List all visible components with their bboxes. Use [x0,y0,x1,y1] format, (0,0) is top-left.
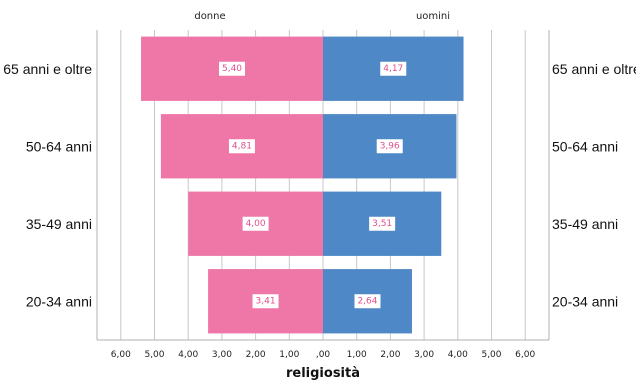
x-tick-label: 3,00 [212,350,232,360]
category-label-left: 20-34 anni [26,293,92,309]
data-label-box [380,61,407,76]
data-label-donne-0: 5,40 [219,61,246,76]
data-label-text: 4,00 [246,219,266,229]
data-label-uomini-0: 4,17 [380,61,407,76]
data-label-text: 3,41 [256,296,276,306]
data-label-box [354,294,381,309]
category-labels: 65 anni e oltre 65 anni e oltre 50-64 anni… [3,61,636,310]
data-label-uomini-1: 3,96 [376,139,403,154]
data-label-text: 4,81 [232,141,252,151]
x-tick-label: 6,00 [111,350,131,360]
bars [141,36,464,334]
data-label-text: 2,64 [357,296,377,306]
x-tick-label: 4,00 [178,350,198,360]
x-tick-label: 1,00 [279,350,299,360]
x-tick-label: 6,00 [515,350,535,360]
category-label-left: 65 anni e oltre [3,61,92,77]
x-tick-label: 4,00 [448,350,468,360]
data-label-box [242,216,269,231]
x-tick-label: 1,00 [347,350,367,360]
x-tick-label: 5,00 [481,350,501,360]
x-tick-labels: 6,00 5,00 4,00 3,00 2,00 1,00 ,00 1,00 2,00 3,00 4… [111,350,536,360]
data-label-box [252,294,279,309]
data-label-donne-3: 3,41 [252,294,279,309]
category-label-right: 35-49 anni [552,216,618,232]
category-label-right: 50-64 anni [552,138,618,154]
x-tick-label: 3,00 [414,350,434,360]
x-tick-label: 2,00 [246,350,266,360]
x-tick-label: 2,00 [380,350,400,360]
data-label-box [219,61,246,76]
data-label-box [376,139,403,154]
x-tick-label: 5,00 [144,350,164,360]
data-label-text: 3,51 [372,219,392,229]
data-label-box [369,216,396,231]
data-label-text: 4,17 [383,64,403,74]
category-label-left: 50-64 anni [26,138,92,154]
category-label-right: 65 anni e oltre [552,61,636,77]
category-label-right: 20-34 anni [552,293,618,309]
series-label-donne: donne [194,11,225,22]
data-label-uomini-3: 2,64 [354,294,381,309]
data-label-donne-2: 4,00 [242,216,269,231]
data-label-text: 3,96 [380,141,400,151]
data-label-box [228,139,255,154]
data-label-uomini-2: 3,51 [369,216,396,231]
data-labels: 5,40 4,81 4,00 3,41 4,17 3,96 3,51 2,64 [219,61,407,309]
data-label-text: 5,40 [222,64,242,74]
category-label-left: 35-49 anni [26,216,92,232]
series-label-uomini: uomini [416,11,450,22]
x-tick-label: ,00 [316,350,331,360]
data-label-donne-1: 4,81 [228,139,255,154]
x-axis-label: religiosità [286,366,360,381]
